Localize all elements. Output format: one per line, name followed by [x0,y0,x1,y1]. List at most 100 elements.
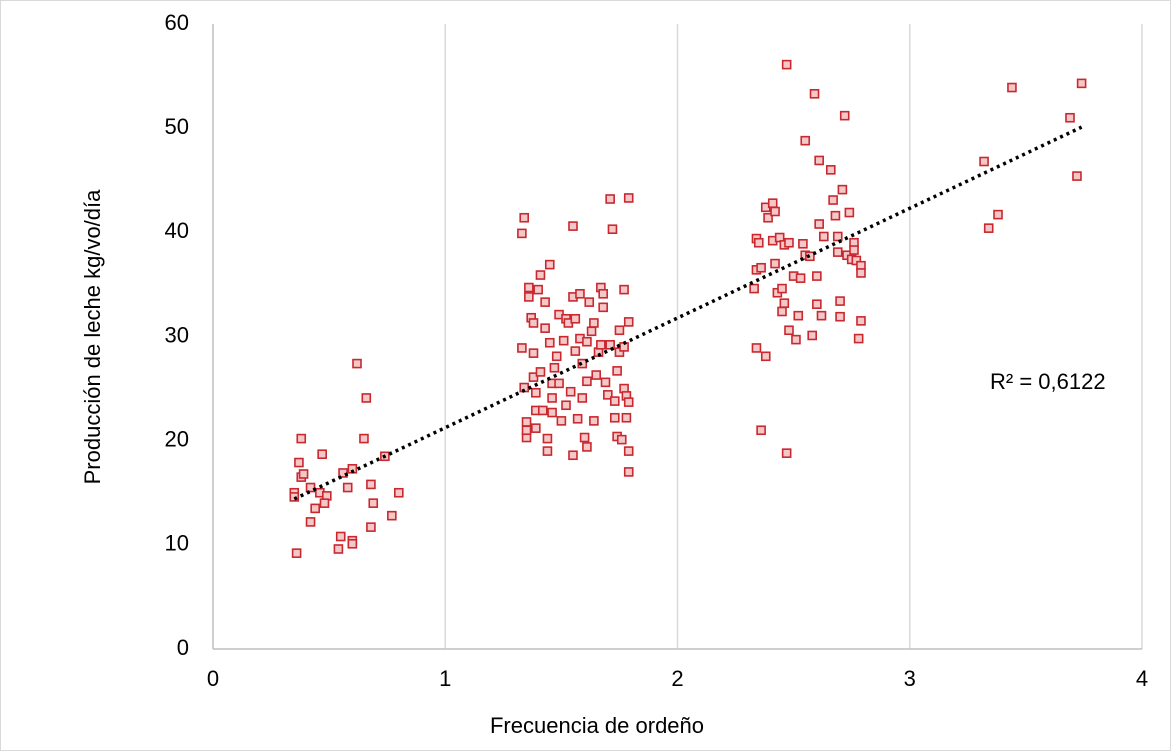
data-point [979,156,989,167]
data-point [393,487,404,498]
data-point [582,336,592,347]
data-point [619,284,629,295]
data-point [298,469,309,479]
data-point [537,405,548,416]
data-point [756,262,766,273]
data-point [305,517,316,527]
data-point [784,237,794,248]
data-point [524,292,534,302]
data-point [621,412,632,423]
data-point [305,482,316,493]
data-point [816,310,827,321]
data-point [616,434,627,445]
data-point [800,135,811,146]
data-point [837,184,848,195]
x-tick-label: 1 [439,666,451,691]
data-point [519,212,530,223]
y-axis-label: Producción de leche kg/vo/día [80,189,105,485]
data-point [558,335,569,346]
data-point [825,165,836,175]
data-point [603,390,613,400]
y-tick-label: 0 [177,635,189,660]
data-point [554,378,564,389]
data-point [531,423,541,433]
data-point [623,317,634,327]
data-point [983,223,994,233]
data-point [521,417,532,427]
data-point [524,282,534,293]
y-tick-label: 40 [165,218,189,243]
data-point [556,416,567,426]
data-point [795,273,806,283]
data-point [993,209,1003,220]
data-point [777,283,787,294]
data-point [531,387,541,398]
data-point [528,372,539,382]
data-point [839,110,850,121]
data-point [1076,78,1087,89]
data-point [609,412,620,423]
data-point [296,433,307,444]
data-point [291,548,302,558]
data-point [549,362,560,373]
data-point [547,407,557,418]
data-point [582,442,592,452]
data-point [793,310,804,321]
data-point [352,358,362,369]
data-point [828,195,838,205]
data-point [835,311,845,322]
data-point [598,302,608,313]
data-point [387,510,397,521]
data-point [812,299,822,310]
data-point [589,318,599,328]
x-tick-label: 0 [207,666,219,691]
data-point [361,393,372,403]
x-tick-label: 3 [904,666,916,691]
y-tick-label: 30 [165,322,189,347]
x-tick-label: 2 [671,666,683,691]
data-point [623,467,634,477]
x-axis-label: Frecuencia de ordeño [490,713,704,738]
r-squared-annotation: R² = 0,6122 [990,369,1106,394]
data-point [756,425,766,436]
data-point [317,449,327,460]
data-point [540,297,550,307]
data-point [853,333,864,344]
data-point [568,450,578,461]
data-point [342,482,353,493]
data-point [572,413,583,424]
data-point [582,376,592,387]
data-point [819,231,829,242]
data-point [844,207,855,218]
data-point [521,425,532,436]
data-point [751,343,762,353]
data-point [753,237,764,248]
data-point [605,194,615,204]
data-point [347,538,358,549]
y-tick-label: 60 [165,10,189,35]
data-point [832,231,843,242]
trendline [293,125,1083,501]
data-point [535,270,546,280]
data-point [623,446,634,456]
data-point [749,283,759,294]
data-point [835,296,845,306]
data-point [596,340,606,350]
data-point [591,370,602,380]
data-point [565,386,576,397]
data-point [547,393,557,403]
data-point [319,498,330,508]
data-point [586,326,597,337]
data-point [830,210,841,221]
data-point [612,366,622,376]
data-point [577,393,588,403]
data-point [849,245,859,255]
data-point [607,224,618,235]
data-point [570,313,581,324]
data-point [798,238,808,249]
data-point [760,351,771,362]
data-point [570,346,581,356]
data-point [600,377,611,388]
